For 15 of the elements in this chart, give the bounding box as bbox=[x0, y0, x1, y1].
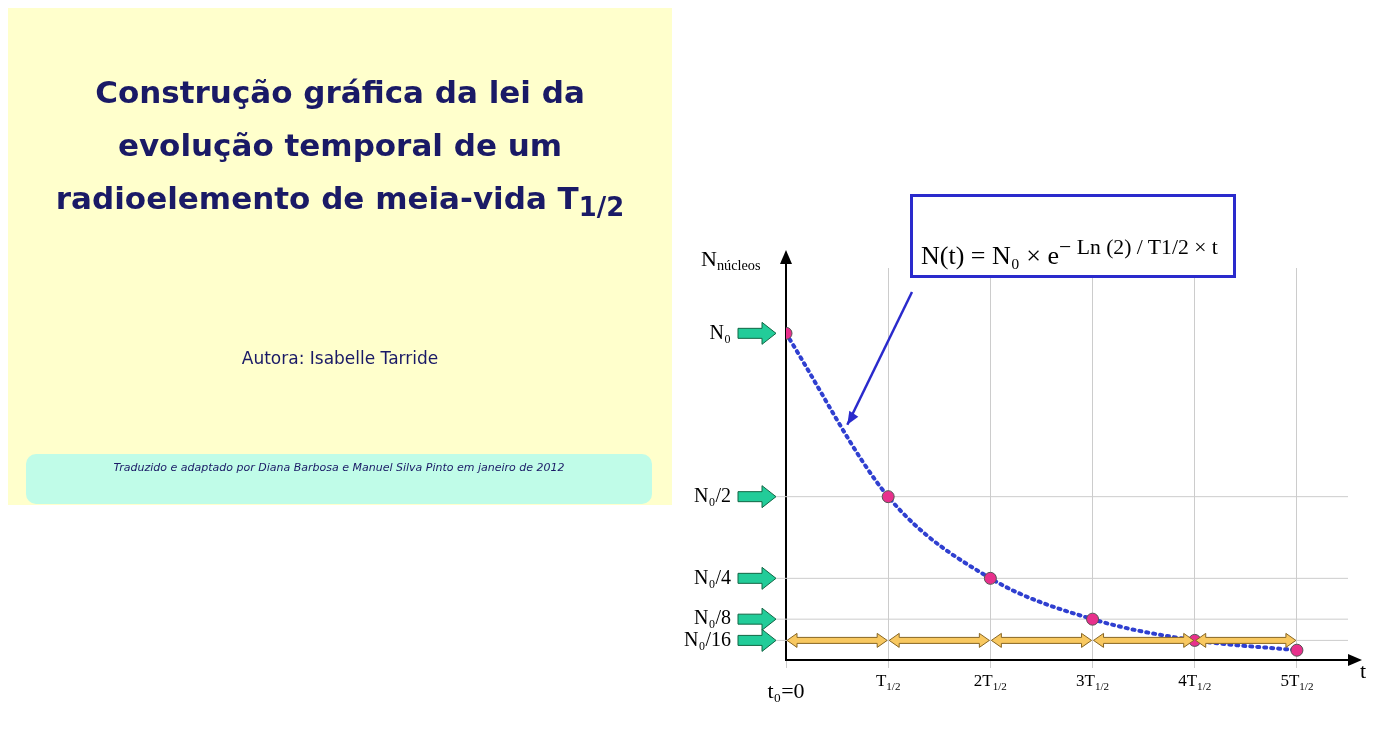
x-tick-label: t₀=0 bbox=[767, 677, 805, 703]
ref-line-label: N₀/8 bbox=[694, 606, 732, 629]
text: Autora: Isabelle Tarride bbox=[240, 348, 440, 368]
point bbox=[1086, 612, 1100, 626]
ref-line-label: N₀/16 bbox=[684, 627, 732, 650]
point bbox=[983, 571, 997, 585]
text: Construção gráfica da lei da evolução temporal de um radioelemento de meia-vida T$_{1/2}$ bbox=[54, 73, 626, 225]
ref-line-label: N₀/2 bbox=[694, 483, 732, 506]
text: N(t) = N₀ × e$^{− Ln (2) / T1/2 × t}$ bbox=[910, 194, 1236, 278]
point bbox=[881, 490, 895, 504]
text: N₀ bbox=[709, 320, 732, 343]
ref-line-label: N₀/4 bbox=[694, 565, 732, 588]
point bbox=[1290, 643, 1304, 657]
text: Traduzido e adaptado por Diana Barbosa e Manuel Silva Pinto em janeiro de 2012 bbox=[26, 454, 652, 504]
x-axis-title: t bbox=[1360, 657, 1367, 683]
